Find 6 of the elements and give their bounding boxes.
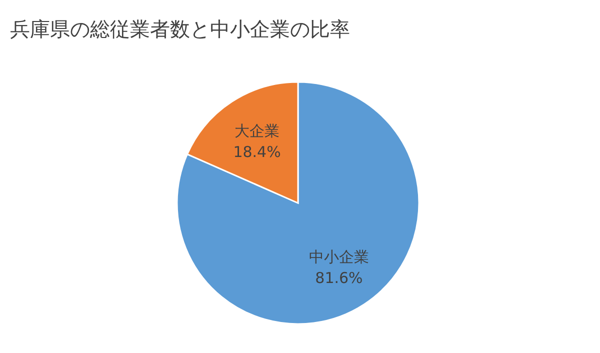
slice-label: 中小企業 xyxy=(308,248,369,266)
pie-slice xyxy=(176,81,420,325)
chart-title: 兵庫県の総従業者数と中小企業の比率 xyxy=(10,17,350,41)
data-label: 18.4% xyxy=(233,143,281,162)
data-label: 81.6% xyxy=(315,268,363,287)
slice-label: 大企業 xyxy=(234,122,280,140)
